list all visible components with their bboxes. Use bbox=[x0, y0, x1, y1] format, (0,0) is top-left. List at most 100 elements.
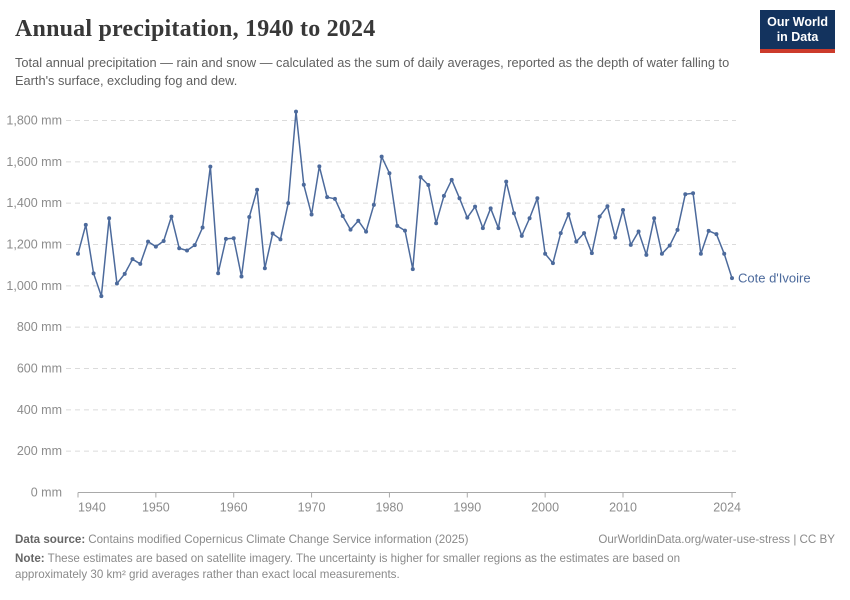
data-point bbox=[138, 261, 143, 266]
x-axis-tick-label: 2000 bbox=[531, 501, 559, 515]
note-text: These estimates are based on satellite i… bbox=[15, 552, 681, 582]
data-point bbox=[691, 191, 696, 196]
data-point bbox=[364, 229, 369, 234]
note-label: Note: bbox=[15, 552, 45, 565]
data-point bbox=[621, 207, 625, 212]
data-point bbox=[332, 196, 337, 201]
data-point bbox=[99, 294, 104, 299]
data-point bbox=[698, 251, 703, 256]
data-point bbox=[216, 271, 221, 276]
y-axis-tick-label: 200 mm bbox=[17, 444, 62, 458]
y-axis-tick-label: 1,600 mm bbox=[6, 155, 62, 169]
y-axis-tick-label: 800 mm bbox=[17, 320, 62, 334]
data-point bbox=[192, 243, 197, 248]
x-axis-tick-label: 2024 bbox=[713, 501, 741, 515]
data-point bbox=[449, 177, 454, 182]
data-point bbox=[146, 239, 151, 244]
data-point bbox=[418, 175, 423, 180]
x-axis-tick-label: 1970 bbox=[298, 501, 326, 515]
data-point bbox=[403, 228, 407, 233]
data-point bbox=[512, 211, 516, 216]
data-point bbox=[395, 223, 400, 228]
data-point bbox=[613, 235, 618, 240]
data-point bbox=[706, 228, 711, 233]
data-point bbox=[309, 212, 314, 217]
owid-link: OurWorldinData.org/water-use-stress | CC… bbox=[598, 533, 835, 546]
data-point bbox=[379, 154, 384, 159]
data-point bbox=[589, 251, 594, 256]
data-point bbox=[153, 244, 158, 249]
data-point bbox=[294, 109, 298, 114]
data-point bbox=[504, 179, 509, 184]
data-source: Data source: Contains modified Copernicus… bbox=[15, 533, 468, 546]
data-point bbox=[317, 164, 322, 169]
data-point bbox=[356, 218, 361, 223]
x-axis-tick-label: 1940 bbox=[78, 501, 106, 515]
owid-logo-line2: in Data bbox=[776, 29, 819, 44]
data-point bbox=[605, 204, 610, 209]
data-point bbox=[714, 232, 719, 237]
x-axis-tick-label: 1960 bbox=[220, 501, 248, 515]
data-point bbox=[519, 233, 524, 238]
chart-subtitle: Total annual precipitation — rain and sn… bbox=[15, 55, 730, 88]
data-point bbox=[301, 182, 306, 187]
data-point bbox=[185, 248, 189, 253]
data-point bbox=[722, 251, 727, 256]
data-point bbox=[348, 227, 353, 232]
x-axis-tick-label: 1990 bbox=[453, 501, 481, 515]
data-point bbox=[426, 182, 431, 187]
data-point bbox=[659, 251, 664, 256]
line-chart: 0 mm 200 mm 400 mm 600 mm 800 mm 1,000 mm 1,20… bbox=[6, 109, 811, 515]
data-point bbox=[325, 195, 330, 200]
data-point bbox=[488, 206, 493, 211]
data-point bbox=[730, 276, 734, 281]
data-point bbox=[270, 231, 275, 236]
data-point bbox=[278, 237, 283, 242]
data-point bbox=[457, 196, 462, 201]
data-point bbox=[114, 281, 119, 286]
data-point bbox=[683, 192, 688, 197]
data-point bbox=[122, 271, 127, 276]
data-point bbox=[550, 261, 555, 266]
data-point bbox=[636, 229, 641, 234]
series-label: Cote d'Ivoire bbox=[738, 271, 811, 286]
data-point bbox=[255, 187, 260, 192]
data-point bbox=[473, 204, 478, 209]
chart-title: Annual precipitation, 1940 to 2024 bbox=[15, 16, 376, 42]
data-point bbox=[169, 214, 174, 219]
data-point bbox=[543, 251, 548, 256]
data-point bbox=[675, 227, 680, 232]
data-point bbox=[223, 236, 228, 241]
data-point bbox=[574, 239, 579, 244]
data-source-label: Data source: bbox=[15, 533, 86, 546]
data-point bbox=[496, 226, 501, 231]
data-point bbox=[262, 266, 267, 271]
data-point bbox=[644, 252, 649, 257]
data-point bbox=[177, 246, 182, 251]
data-point bbox=[371, 202, 376, 207]
y-axis-tick-label: 1,200 mm bbox=[6, 238, 62, 252]
owid-logo-line1: Our World bbox=[767, 15, 828, 29]
data-point bbox=[231, 236, 236, 241]
data-point bbox=[340, 213, 345, 218]
x-axis-tick-label: 2010 bbox=[609, 501, 637, 515]
data-source-text: Contains modified Copernicus Climate Cha… bbox=[88, 533, 469, 546]
data-point bbox=[582, 231, 587, 236]
y-axis-tick-label: 400 mm bbox=[17, 403, 62, 417]
data-point bbox=[83, 222, 88, 227]
y-axis-tick-label: 1,000 mm bbox=[6, 279, 62, 293]
y-axis-tick-label: 1,400 mm bbox=[6, 196, 62, 210]
data-point bbox=[667, 243, 672, 248]
data-point bbox=[566, 212, 571, 217]
owid-logo: Our World in Data bbox=[760, 10, 835, 53]
data-point bbox=[239, 274, 244, 279]
data-point bbox=[480, 226, 485, 231]
data-point bbox=[441, 193, 446, 198]
data-point bbox=[527, 216, 532, 221]
data-point bbox=[434, 221, 439, 226]
data-point bbox=[76, 251, 80, 256]
y-axis-tick-label: 1,800 mm bbox=[6, 114, 62, 128]
data-point bbox=[652, 216, 657, 221]
data-point bbox=[107, 216, 112, 221]
data-point bbox=[535, 196, 540, 201]
